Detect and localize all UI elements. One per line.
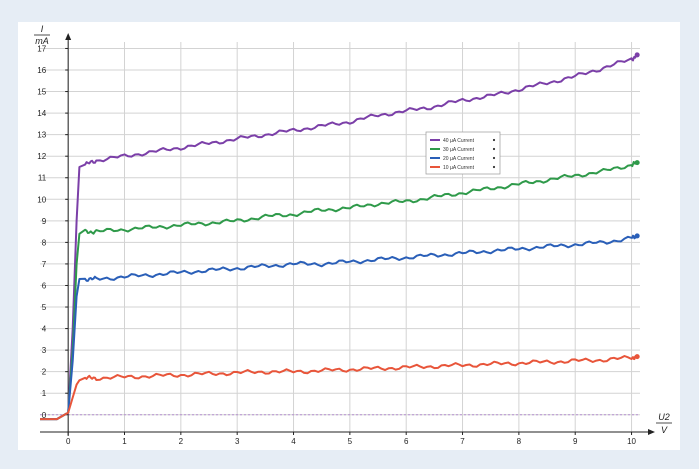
y-tick-label-5: 5 — [42, 303, 47, 312]
legend-label-1: 30 µA Current — [443, 147, 475, 153]
y-tick-label-6: 6 — [42, 281, 47, 290]
series-endpoint-0 — [634, 52, 640, 58]
axis-labels: ImA U2 V — [34, 24, 672, 435]
y-tick-label-11: 11 — [38, 174, 47, 183]
y-axis-unit: mA — [35, 36, 49, 46]
legend-dot-3 — [492, 165, 496, 169]
y-tick-label-7: 7 — [42, 260, 47, 269]
x-tick-label-5: 5 — [348, 437, 353, 446]
x-axis-label: U2 — [658, 412, 670, 422]
x-tick-label-6: 6 — [404, 437, 409, 446]
chart-frame: 0 1 2 3 4 5 6 7 8 9 10 0 1 2 3 4 5 6 7 8 9 10 11 12 13 14 15 16 17 4… — [18, 22, 680, 450]
series-line-3 — [40, 354, 638, 421]
legend: 40 µA Current 30 µA Current 20 µA Current 1… — [425, 131, 501, 175]
x-tick-label-4: 4 — [291, 437, 296, 446]
legend-label-2: 20 µA Current — [443, 156, 475, 162]
y-tick-label-16: 16 — [37, 66, 46, 75]
x-tick-label-3: 3 — [235, 437, 240, 446]
series-line-2 — [40, 234, 639, 421]
y-tick-label-0: 0 — [42, 411, 47, 420]
legend-dot-1 — [492, 147, 496, 151]
y-tick-label-17: 17 — [37, 44, 46, 53]
legend-dot-2 — [492, 156, 496, 160]
y-tick-label-12: 12 — [37, 152, 46, 161]
legend-label-3: 10 µA Current — [443, 165, 475, 171]
x-tick-label-2: 2 — [179, 437, 184, 446]
x-tick-label-8: 8 — [517, 437, 522, 446]
grid — [40, 42, 640, 432]
y-axis-label: I — [41, 24, 44, 34]
y-tick-label-13: 13 — [37, 131, 46, 140]
x-tick-label-0: 0 — [66, 437, 71, 446]
axes — [40, 33, 655, 436]
series-lines — [40, 52, 640, 421]
x-tick-label-1: 1 — [122, 437, 127, 446]
x-tick-label-10: 10 — [627, 437, 636, 446]
y-tick-label-9: 9 — [42, 217, 47, 226]
series-line-0 — [40, 52, 639, 421]
y-axis-arrow — [65, 33, 72, 40]
series-endpoint-3 — [634, 354, 640, 360]
y-tick-label-10: 10 — [37, 195, 46, 204]
y-tick-label-1: 1 — [42, 389, 47, 398]
y-tick-label-15: 15 — [37, 88, 46, 97]
legend-dot-0 — [492, 138, 496, 142]
y-tick-label-14: 14 — [37, 109, 46, 118]
y-tick-label-3: 3 — [42, 346, 47, 355]
x-tick-label-7: 7 — [460, 437, 465, 446]
series-endpoint-1 — [634, 160, 640, 166]
series-line-1 — [40, 160, 639, 421]
y-tick-label-2: 2 — [42, 368, 47, 377]
x-axis-unit: V — [661, 425, 668, 435]
x-tick-label-9: 9 — [573, 437, 578, 446]
series-endpoint-2 — [634, 233, 640, 239]
y-tick-label-8: 8 — [42, 238, 47, 247]
legend-label-0: 40 µA Current — [443, 138, 475, 144]
y-tick-label-4: 4 — [42, 325, 47, 334]
x-axis-arrow — [648, 429, 655, 435]
